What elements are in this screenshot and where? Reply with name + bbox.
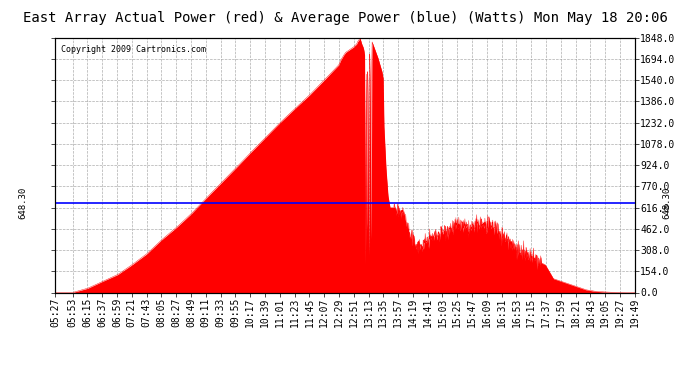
Text: 648.30: 648.30 <box>662 187 671 219</box>
Text: 648.30: 648.30 <box>19 187 28 219</box>
Text: Copyright 2009 Cartronics.com: Copyright 2009 Cartronics.com <box>61 45 206 54</box>
Text: East Array Actual Power (red) & Average Power (blue) (Watts) Mon May 18 20:06: East Array Actual Power (red) & Average … <box>23 11 667 25</box>
